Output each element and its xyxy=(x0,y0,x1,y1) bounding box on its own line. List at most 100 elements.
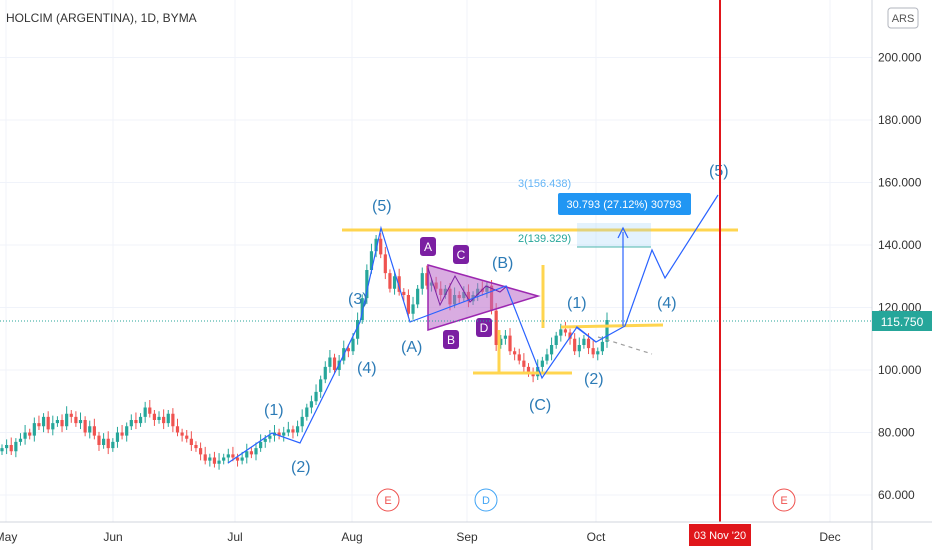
last-price-tag[interactable]: 115.750 xyxy=(881,315,924,329)
candle-body xyxy=(189,438,193,445)
candle-body xyxy=(545,354,549,361)
measure-label[interactable]: 30.793 (27.12%) 30793 xyxy=(567,199,682,211)
wave-label[interactable]: (2) xyxy=(584,371,604,388)
pattern-label-d[interactable]: D xyxy=(480,321,489,335)
candle-body xyxy=(212,457,217,464)
candle-body xyxy=(549,345,554,355)
wave-label[interactable]: (1) xyxy=(567,295,587,312)
last-price-tag-bg xyxy=(872,311,932,331)
wave-label[interactable]: (2) xyxy=(291,459,311,476)
candle-body xyxy=(291,429,295,433)
currency-badge-box xyxy=(887,7,919,29)
candle-body xyxy=(559,329,563,336)
candle-body xyxy=(111,441,115,449)
wave-labels: (1) (2) (3) (4) (5) (A) (B) (C) (1) (2) … xyxy=(264,163,729,476)
candle-body xyxy=(369,251,374,270)
wave-label[interactable]: (4) xyxy=(357,360,377,377)
candle-body xyxy=(596,351,600,355)
wave-label[interactable]: (1) xyxy=(264,402,284,419)
candle-body xyxy=(106,438,110,449)
wave-label[interactable]: (B) xyxy=(492,255,513,272)
currency-badge[interactable]: ARS xyxy=(892,13,915,25)
candle-body xyxy=(300,416,304,427)
price-tick-label: 140.000 xyxy=(878,238,922,252)
candle-body xyxy=(351,338,355,352)
candle-body xyxy=(420,273,424,289)
candle-body xyxy=(573,338,577,352)
candle-body xyxy=(249,451,253,455)
measure-label-bg xyxy=(558,193,691,215)
candle-body xyxy=(23,432,27,439)
candle-body xyxy=(563,329,568,333)
time-axis[interactable]: May Jun Jul Aug Sep Oct Dec xyxy=(0,530,841,544)
candle-body xyxy=(388,273,392,289)
candle-body xyxy=(185,435,189,439)
candle-body xyxy=(97,435,101,445)
candle-body xyxy=(240,457,244,461)
candle-body xyxy=(568,332,572,339)
candle-body xyxy=(305,407,309,417)
pattern-label-b[interactable]: B xyxy=(447,333,455,347)
candle-body xyxy=(526,366,531,374)
wave-label[interactable]: (A) xyxy=(401,339,422,356)
candle-body xyxy=(383,254,387,274)
wave-hinge xyxy=(575,326,597,343)
event-marker-e[interactable]: E xyxy=(384,495,391,507)
candle-body xyxy=(277,432,281,436)
candle-body xyxy=(577,345,581,352)
candle-body xyxy=(60,420,64,427)
candle-body xyxy=(392,276,397,289)
candle-body xyxy=(138,416,143,424)
candle-body xyxy=(263,438,267,442)
event-marker-d[interactable]: D xyxy=(482,495,490,507)
candle-body xyxy=(92,426,96,436)
candle-body xyxy=(245,451,249,458)
time-tick-label: Oct xyxy=(587,530,606,544)
candle-body xyxy=(499,338,503,345)
candle-body xyxy=(360,298,364,320)
fib-label-2: 2(139.329) xyxy=(518,233,571,245)
candle-body xyxy=(397,276,401,292)
candle-body xyxy=(162,416,166,424)
candle-body xyxy=(522,360,526,367)
pattern-label-c[interactable]: C xyxy=(457,248,466,262)
wave-label[interactable]: (3) xyxy=(348,291,368,308)
candle-body xyxy=(402,291,406,295)
wave-label[interactable]: (C) xyxy=(529,397,551,414)
date-marker-tag[interactable]: 03 Nov '20 xyxy=(694,530,746,542)
pattern-label-a[interactable]: A xyxy=(424,240,432,254)
candle-body xyxy=(198,448,203,455)
triangle-pattern[interactable] xyxy=(427,264,541,332)
price-axis[interactable]: 200.000180.000160.000140.000120.000100.0… xyxy=(878,51,922,503)
candle-body xyxy=(51,423,55,430)
breakout-line[interactable] xyxy=(560,323,664,329)
candle-body xyxy=(125,426,129,436)
event-marker-e[interactable]: E xyxy=(780,495,787,507)
candle-body xyxy=(226,454,230,458)
wave-label[interactable]: (5) xyxy=(709,163,729,180)
candle-body xyxy=(254,448,258,455)
grid xyxy=(0,0,872,522)
candle-body xyxy=(37,423,41,427)
candle-body xyxy=(78,420,83,424)
candle-body xyxy=(217,460,221,464)
candle-body xyxy=(83,420,87,433)
candle-body xyxy=(586,338,591,349)
price-tick-label: 160.000 xyxy=(878,176,922,190)
wave-label[interactable]: (4) xyxy=(657,295,677,312)
price-tick-label: 80.000 xyxy=(878,426,915,440)
candle-body xyxy=(406,295,411,314)
candle-body xyxy=(171,413,175,427)
candle-body xyxy=(591,348,595,355)
candle-body xyxy=(74,416,78,424)
candle-body xyxy=(157,416,161,420)
candle-body xyxy=(268,435,272,439)
candle-body xyxy=(605,320,609,342)
candle-body xyxy=(416,288,420,305)
wave-label[interactable]: (5) xyxy=(372,198,392,215)
candle-body xyxy=(411,304,415,314)
candle-body xyxy=(148,407,152,414)
time-tick-label: Jun xyxy=(103,530,122,544)
